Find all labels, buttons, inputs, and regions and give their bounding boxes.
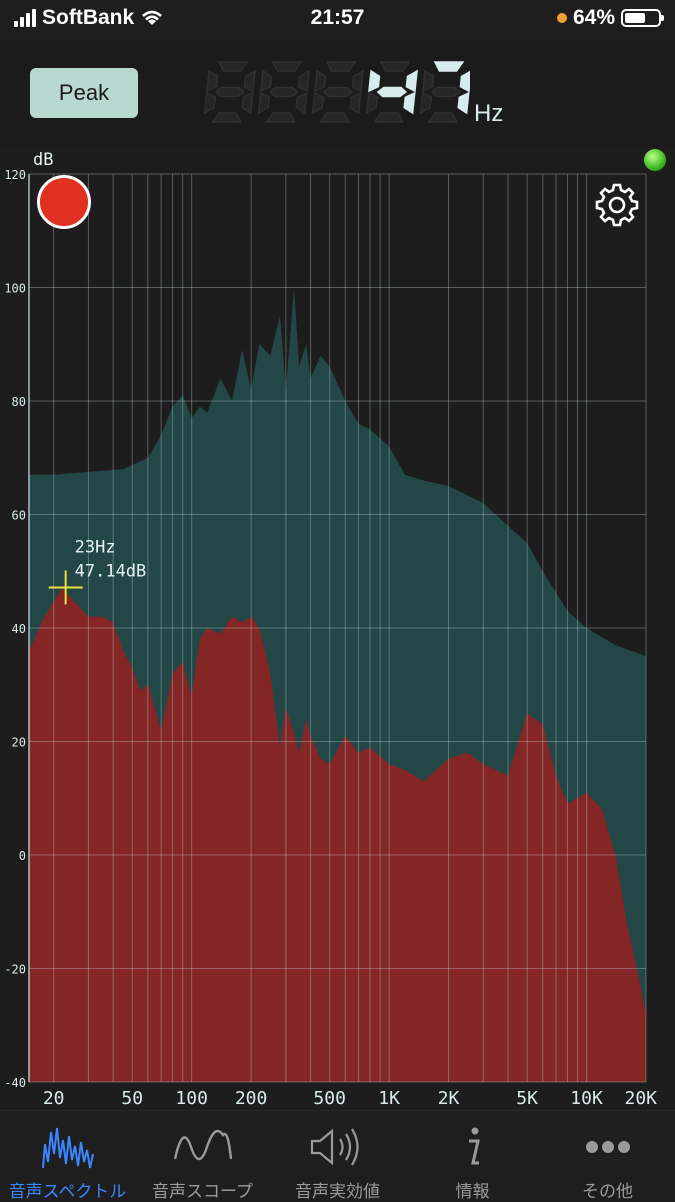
tab-bar: 音声スペクトル 音声スコープ 音声実効値 情報 その他	[0, 1110, 675, 1201]
recording-indicator-icon	[556, 13, 567, 23]
y-axis-unit: dB	[33, 150, 54, 170]
more-icon	[585, 1141, 630, 1153]
info-icon	[468, 1127, 480, 1165]
tab-label: 情報	[455, 1182, 490, 1201]
y-tick-label: 80	[12, 395, 26, 409]
signal-icon	[14, 9, 36, 27]
header: Peak Hz	[0, 40, 675, 146]
status-bar: SoftBank 21:57 64%	[0, 0, 675, 40]
live-area	[29, 588, 646, 1082]
spectrum-icon	[41, 1127, 94, 1169]
tab-spectrum[interactable]: 音声スペクトル	[0, 1111, 135, 1201]
signal-led-icon	[644, 149, 666, 171]
display-digit	[419, 61, 470, 123]
y-tick-label: 20	[12, 736, 26, 750]
y-tick-label: 100	[4, 282, 26, 296]
x-tick-label: 10K	[570, 1088, 603, 1109]
battery-percent: 64%	[572, 6, 615, 29]
tab-label: 音声スコープ	[152, 1182, 253, 1201]
display-digit	[365, 61, 418, 123]
record-button[interactable]	[37, 175, 91, 229]
frequency-unit: Hz	[474, 100, 504, 127]
wifi-icon	[142, 10, 163, 25]
y-tick-label: -20	[4, 963, 26, 977]
x-tick-label: 2K	[438, 1088, 460, 1109]
y-tick-label: -40	[4, 1076, 26, 1090]
tab-info[interactable]: 情報	[405, 1111, 540, 1201]
scope-wave-icon	[173, 1129, 232, 1161]
tab-more[interactable]: その他	[540, 1111, 675, 1201]
speaker-icon	[310, 1128, 359, 1166]
frequency-display	[203, 61, 470, 123]
tab-rms[interactable]: 音声実効値	[270, 1111, 405, 1201]
settings-gear-icon[interactable]	[594, 182, 640, 228]
x-tick-label: 20	[43, 1088, 65, 1109]
display-digit	[203, 61, 256, 123]
tab-label: 音声実効値	[295, 1182, 380, 1201]
x-tick-label: 50	[121, 1088, 143, 1109]
display-digit	[311, 61, 364, 123]
tab-label: その他	[582, 1182, 633, 1201]
tab-scope[interactable]: 音声スコープ	[135, 1111, 270, 1201]
cursor-crosshair[interactable]	[48, 570, 83, 605]
x-tick-label: 20K	[624, 1088, 657, 1109]
y-tick-label: 0	[19, 849, 26, 863]
cursor-level: 47.14dB	[75, 561, 147, 581]
carrier-name: SoftBank	[42, 6, 135, 29]
x-tick-label: 200	[235, 1088, 268, 1109]
peak-mode-button[interactable]: Peak	[30, 68, 138, 118]
y-tick-label: 120	[4, 168, 26, 182]
carrier: SoftBank	[14, 6, 164, 30]
x-tick-label: 100	[175, 1088, 208, 1109]
battery-icon	[621, 9, 664, 27]
x-tick-label: 1K	[378, 1088, 400, 1109]
clock: 21:57	[310, 6, 365, 29]
y-tick-label: 40	[12, 622, 26, 636]
tab-label: 音声スペクトル	[8, 1182, 127, 1201]
cursor-frequency: 23Hz	[75, 537, 116, 557]
status-right: 64%	[556, 6, 664, 30]
y-tick-label: 60	[12, 509, 26, 523]
display-digit	[257, 61, 310, 123]
x-tick-label: 500	[313, 1088, 346, 1109]
x-tick-label: 5K	[516, 1088, 538, 1109]
